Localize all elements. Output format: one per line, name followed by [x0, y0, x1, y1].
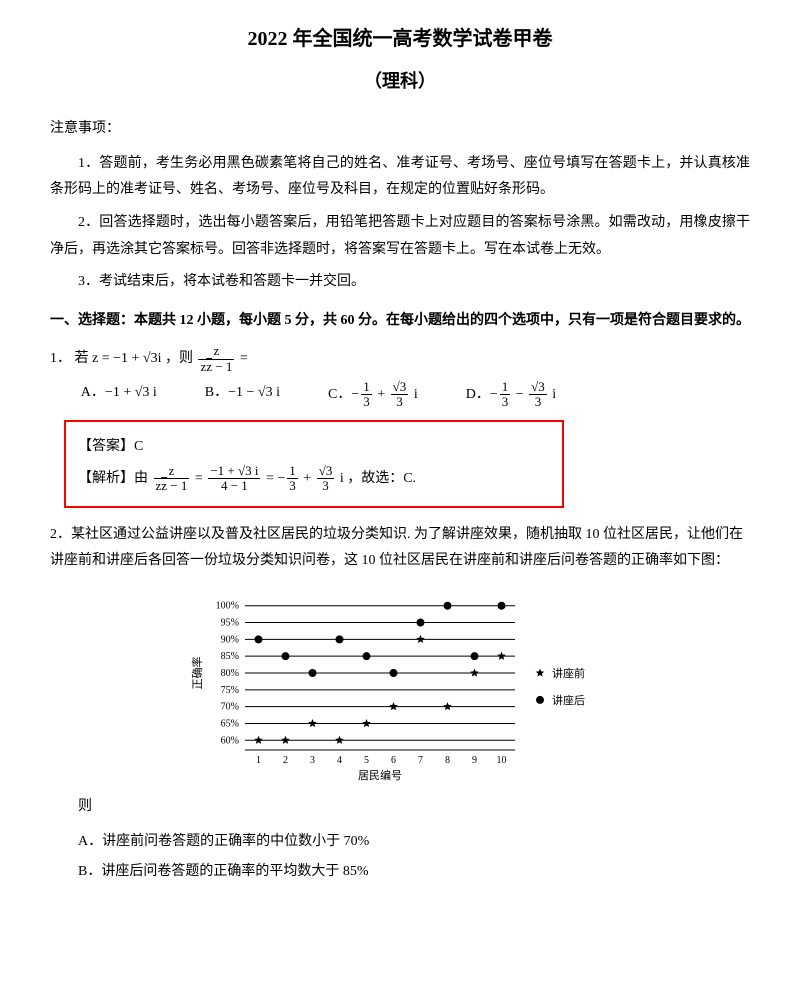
svg-text:正确率: 正确率: [190, 656, 204, 689]
q1-eq: =: [240, 351, 248, 366]
svg-text:6: 6: [391, 755, 396, 766]
notice-header: 注意事项：: [50, 116, 750, 143]
q1-frac-num: z: [198, 344, 234, 359]
svg-text:9: 9: [472, 755, 477, 766]
svg-text:85%: 85%: [221, 651, 239, 662]
q2-tail: 则: [78, 794, 750, 821]
q2-chart: 60% 65% 70% 75% 80% 85% 90% 95% 100% 1 2 3 4 5 6 7 8 9 10 正…: [50, 587, 750, 782]
notice-1: 1．答题前，考生务必用黑色碳素笔将自己的姓名、准考证号、考场号、座位号填写在答题…: [50, 151, 750, 204]
q1-sqrt3: √3: [143, 351, 158, 366]
svg-text:2: 2: [283, 755, 288, 766]
q1-option-a: A．−1 + √3 i: [81, 380, 157, 410]
svg-text:7: 7: [418, 755, 423, 766]
q2-options: A．讲座前问卷答题的正确率的中位数小于 70% B．讲座后问卷答题的正确率的平均…: [50, 829, 750, 886]
q1-option-c: C．−13 + √33 i: [328, 380, 418, 410]
notice-3: 3．考试结束后，将本试卷和答题卡一并交回。: [50, 269, 750, 296]
q1-stem: 1． 若 z = −1 + √3i ，则 z zz − 1 =: [50, 344, 750, 374]
svg-text:100%: 100%: [216, 601, 239, 612]
q1-option-d: D．−13 − √33 i: [466, 380, 556, 410]
svg-text:95%: 95%: [221, 617, 239, 628]
q1-frac-den: zz − 1: [198, 360, 234, 374]
q2-option-b: B．讲座后问卷答题的正确率的平均数大于 85%: [78, 859, 750, 886]
svg-text:5: 5: [364, 755, 369, 766]
q1-answer-line: 【答案】C: [78, 434, 550, 461]
svg-text:讲座前: 讲座前: [552, 666, 585, 680]
svg-text:80%: 80%: [221, 668, 239, 679]
exam-title: 2022 年全国统一高考数学试卷甲卷: [50, 20, 750, 58]
svg-text:居民编号: 居民编号: [358, 768, 402, 782]
q1-fraction: z zz − 1: [198, 344, 234, 374]
svg-text:10: 10: [497, 755, 507, 766]
q2-number: 2．: [50, 527, 71, 542]
svg-text:8: 8: [445, 755, 450, 766]
exam-subtitle: （理科）: [50, 64, 750, 98]
svg-text:60%: 60%: [221, 735, 239, 746]
q2-text: 某社区通过公益讲座以及普及社区居民的垃圾分类知识. 为了解讲座效果，随机抽取 1…: [50, 527, 743, 569]
svg-text:70%: 70%: [221, 702, 239, 713]
chart-svg: 60% 65% 70% 75% 80% 85% 90% 95% 100% 1 2 3 4 5 6 7 8 9 10 正…: [185, 587, 615, 782]
q1-number: 1．: [50, 351, 71, 366]
q1-option-b: B．−1 − √3 i: [205, 380, 280, 410]
svg-text:3: 3: [310, 755, 315, 766]
notice-2: 2．回答选择题时，选出每小题答案后，用铅笔把答题卡上对应题目的答案标号涂黑。如需…: [50, 210, 750, 263]
q1-i: i ，则: [158, 351, 197, 366]
q1-solution-line: 【解析】由 zzz − 1 = −1 + √3 i4 − 1 = −13 + √…: [78, 464, 550, 494]
svg-text:讲座后: 讲座后: [552, 693, 585, 707]
section-1-header: 一、选择题：本题共 12 小题，每小题 5 分，共 60 分。在每小题给出的四个…: [50, 308, 750, 335]
q1-text-1: 若 z = −1 +: [75, 351, 143, 366]
q2-option-a: A．讲座前问卷答题的正确率的中位数小于 70%: [78, 829, 750, 856]
q1-options: A．−1 + √3 i B．−1 − √3 i C．−13 + √33 i D．…: [50, 380, 750, 410]
svg-text:1: 1: [256, 755, 261, 766]
svg-text:75%: 75%: [221, 685, 239, 696]
q1-answer-box: 【答案】C 【解析】由 zzz − 1 = −1 + √3 i4 − 1 = −…: [64, 420, 564, 508]
svg-text:65%: 65%: [221, 718, 239, 729]
q2-stem: 2．某社区通过公益讲座以及普及社区居民的垃圾分类知识. 为了解讲座效果，随机抽取…: [50, 522, 750, 575]
svg-text:4: 4: [337, 755, 342, 766]
svg-text:90%: 90%: [221, 634, 239, 645]
